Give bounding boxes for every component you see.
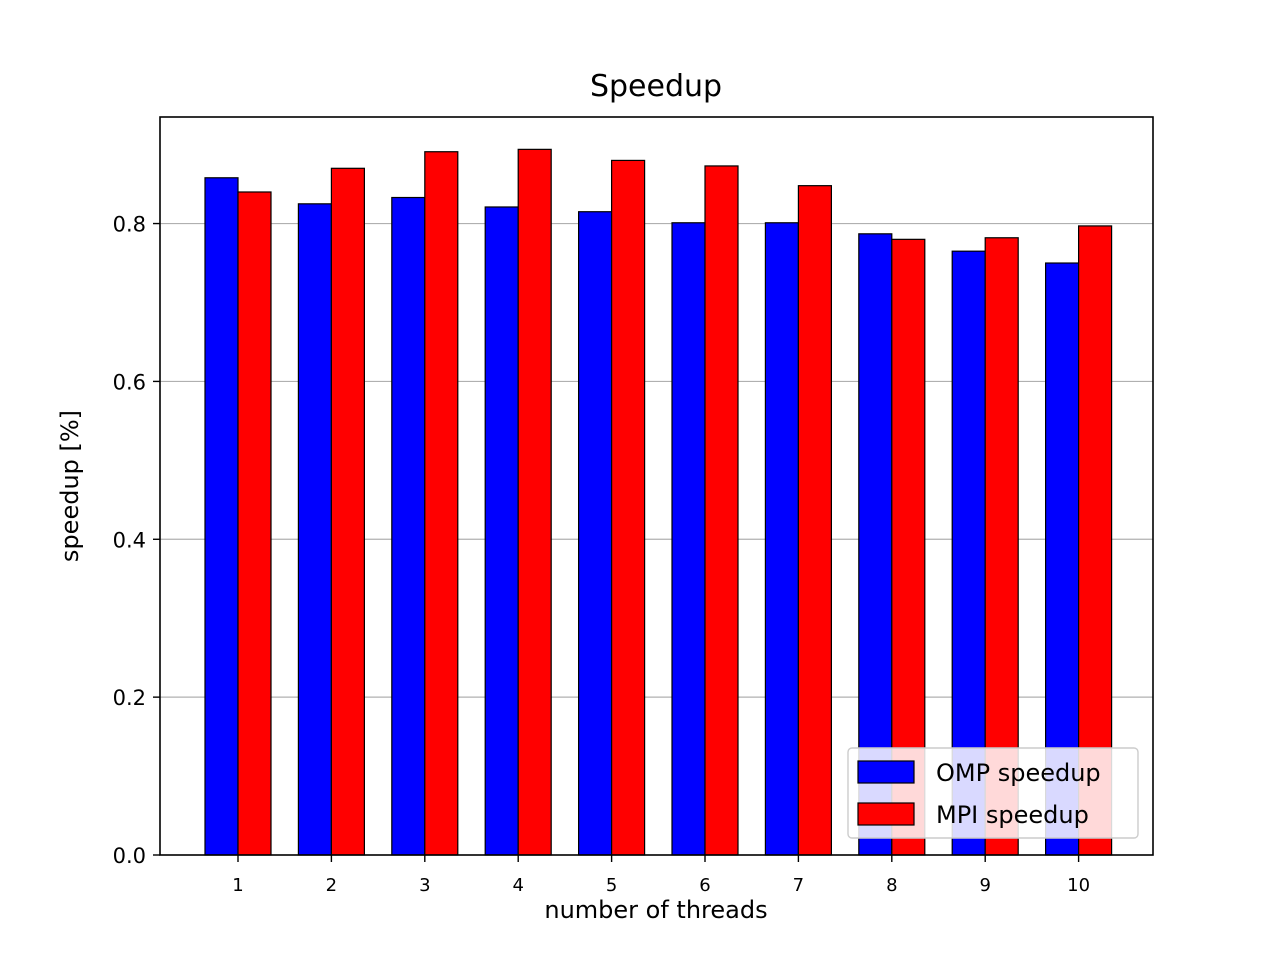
legend-label-mpi: MPI speedup [936, 801, 1089, 829]
x-tick-label: 4 [512, 875, 523, 896]
x-tick-label: 9 [979, 875, 990, 896]
omp-bar-1 [204, 177, 239, 856]
omp-bar-4 [484, 206, 519, 856]
y-axis-label: speedup [%] [56, 410, 84, 562]
omp-bar-7 [764, 222, 800, 856]
x-tick-label: 10 [1067, 875, 1090, 896]
y-tick-label: 0.4 [113, 528, 146, 552]
x-tick-label: 2 [326, 875, 337, 896]
x-tick-label: 7 [793, 875, 804, 896]
mpi-bar-1 [237, 191, 272, 856]
x-axis-label: number of threads [544, 896, 767, 924]
x-axis-ticks: 1 2 3 4 5 6 7 8 9 10 [232, 855, 1090, 896]
plot-frame [159, 116, 1154, 856]
y-tick-label: 0.2 [113, 686, 146, 710]
chart-title: Speedup [590, 69, 722, 104]
legend-box [847, 747, 1139, 839]
x-tick-label: 5 [606, 875, 617, 896]
omp-bar-3 [391, 196, 426, 856]
mpi-bar-2 [330, 167, 365, 856]
y-axis-ticks: 0.0 0.2 0.4 0.6 0.8 [113, 213, 160, 868]
omp-bar-5 [577, 211, 613, 856]
y-tick-label: 0.8 [113, 213, 146, 237]
legend: OMP speedup MPI speedup [847, 747, 1139, 839]
legend-label-omp: OMP speedup [936, 759, 1101, 787]
bars [204, 148, 1113, 856]
omp-bar-6 [671, 222, 706, 856]
legend-swatch-mpi [857, 802, 915, 826]
legend-swatch-omp [857, 760, 915, 784]
x-tick-label: 8 [886, 875, 897, 896]
x-tick-label: 1 [232, 875, 243, 896]
omp-bar-2 [297, 203, 332, 856]
mpi-bar-4 [517, 148, 552, 856]
x-tick-label: 6 [699, 875, 710, 896]
y-tick-label: 0.6 [113, 370, 146, 394]
mpi-bar-5 [610, 159, 646, 856]
x-tick-label: 3 [419, 875, 430, 896]
mpi-bar-7 [797, 185, 833, 856]
y-tick-label: 0.0 [113, 844, 146, 868]
mpi-bar-3 [424, 151, 459, 856]
mpi-bar-6 [704, 165, 739, 856]
